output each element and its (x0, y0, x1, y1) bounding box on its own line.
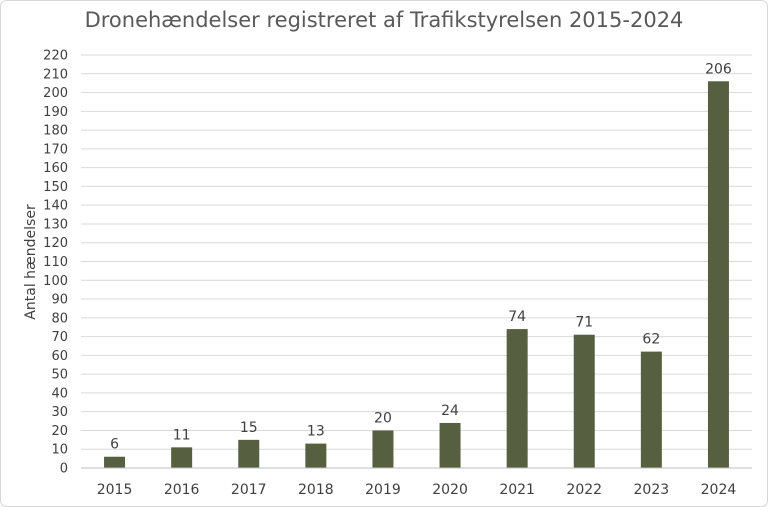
bar (238, 439, 260, 468)
x-tick-label: 2021 (499, 482, 535, 498)
bar (707, 81, 729, 469)
data-label: 6 (110, 437, 119, 453)
bar (640, 351, 662, 468)
y-tick-label: 190 (43, 105, 68, 120)
x-tick-label: 2018 (298, 482, 334, 498)
x-tick-label: 2016 (164, 482, 200, 498)
y-tick-label: 60 (51, 349, 68, 364)
x-tick-label: 2023 (634, 482, 670, 498)
y-tick-label: 160 (43, 161, 68, 176)
y-tick-label: 40 (51, 386, 68, 401)
y-tick-label: 0 (60, 462, 68, 477)
data-label: 24 (441, 403, 459, 419)
x-tick-label: 2017 (231, 482, 267, 498)
y-tick-label: 70 (51, 330, 68, 345)
data-label: 15 (240, 420, 258, 436)
bar (104, 456, 126, 468)
y-tick-label: 220 (43, 49, 68, 64)
bar (573, 334, 595, 468)
bar (439, 422, 461, 468)
data-label: 13 (307, 424, 325, 440)
y-tick-label: 20 (51, 424, 68, 439)
y-tick-label: 80 (51, 311, 68, 326)
y-tick-label: 30 (51, 405, 68, 420)
y-tick-label: 150 (43, 180, 68, 195)
y-tick-label: 210 (43, 67, 68, 82)
bar (305, 443, 327, 468)
x-tick-label: 2015 (97, 482, 133, 498)
x-tick-label: 2024 (701, 482, 737, 498)
y-tick-label: 100 (43, 274, 68, 289)
x-tick-label: 2020 (432, 482, 468, 498)
y-tick-label: 140 (43, 199, 68, 214)
x-tick-label: 2019 (365, 482, 401, 498)
y-tick-label: 170 (43, 142, 68, 157)
y-tick-label: 180 (43, 124, 68, 139)
bar (506, 329, 528, 468)
y-tick-label: 120 (43, 236, 68, 251)
data-label: 206 (705, 61, 732, 77)
x-tick-label: 2022 (566, 482, 602, 498)
data-label: 71 (575, 315, 593, 331)
y-tick-label: 10 (51, 443, 68, 458)
y-tick-label: 50 (51, 368, 68, 383)
data-label: 11 (173, 427, 191, 443)
data-label: 20 (374, 410, 392, 426)
bar (372, 430, 394, 468)
data-label: 62 (642, 332, 660, 348)
y-tick-label: 90 (51, 293, 68, 308)
data-label: 74 (508, 309, 526, 325)
y-tick-label: 200 (43, 86, 68, 101)
y-tick-label: 130 (43, 217, 68, 232)
chart-title: Dronehændelser registreret af Trafikstyr… (84, 8, 684, 32)
y-tick-label: 110 (43, 255, 68, 270)
bar (171, 447, 193, 468)
